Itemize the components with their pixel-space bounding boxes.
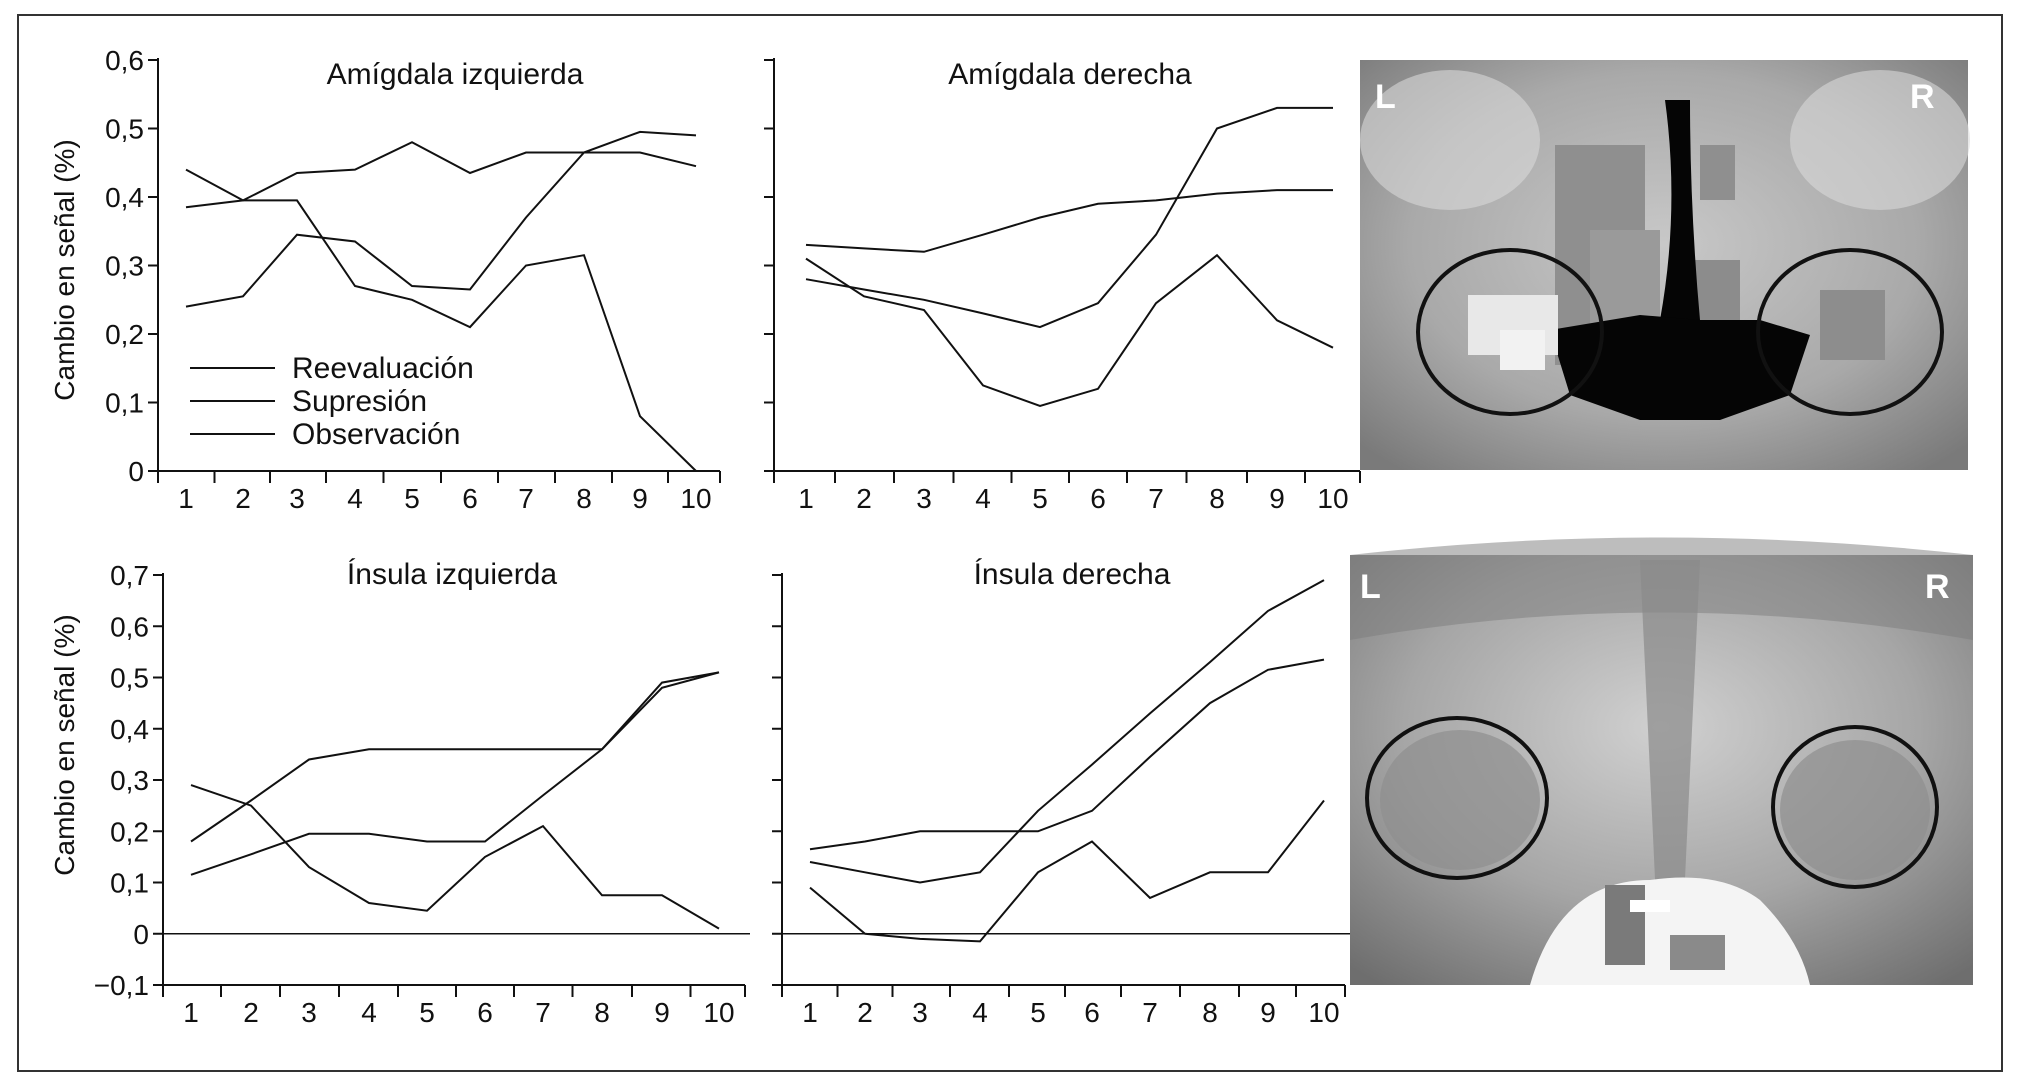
x-tick-label: 9 bbox=[632, 483, 648, 514]
roi-circle-right-amygdala bbox=[1756, 248, 1944, 416]
x-tick-label: 4 bbox=[347, 483, 363, 514]
x-tick-label: 3 bbox=[301, 997, 317, 1028]
legend-label: Reevaluación bbox=[292, 352, 474, 385]
series-line-1 bbox=[190, 671, 720, 843]
x-tick-label: 10 bbox=[1308, 997, 1339, 1028]
x-tick-label: 3 bbox=[916, 483, 932, 514]
y-tick-label: 0,2 bbox=[105, 319, 144, 350]
y-tick-label: 0 bbox=[128, 456, 144, 487]
x-tick-label: 8 bbox=[576, 483, 592, 514]
y-tick-label: 0,3 bbox=[105, 251, 144, 282]
x-tick-label: 6 bbox=[1090, 483, 1106, 514]
x-tick-label: 5 bbox=[419, 997, 435, 1028]
chart-amigdala-izquierda: Amígdala izquierda 0 0,1 0,2 0,3 0,4 0,5 0,6 1 2 3… bbox=[49, 45, 721, 514]
image-label-left: L bbox=[1360, 568, 1381, 606]
x-tick-label: 7 bbox=[535, 997, 551, 1028]
series-line-3 bbox=[805, 106, 1333, 329]
series-line-1 bbox=[805, 189, 1333, 253]
series-line-2 bbox=[190, 784, 720, 930]
x-tick-label: 1 bbox=[798, 483, 814, 514]
y-tick-label: 0,4 bbox=[110, 714, 149, 745]
chart-insula-izquierda: Ínsula izquierda −0,1 0 0,1 0,2 0,3 0,4 0,5 0,6 0… bbox=[49, 558, 750, 1028]
y-tick-label: 0,7 bbox=[110, 560, 149, 591]
x-tick-label: 10 bbox=[1317, 483, 1348, 514]
y-axis-label: Cambio en señal (%) bbox=[49, 139, 80, 400]
y-tick-label: 0,6 bbox=[105, 45, 144, 76]
legend-label: Supresión bbox=[292, 385, 427, 418]
x-tick-label: 7 bbox=[518, 483, 534, 514]
x-tick-label: 2 bbox=[243, 997, 259, 1028]
x-tick-label: 8 bbox=[1209, 483, 1225, 514]
series-line-2 bbox=[185, 168, 697, 472]
y-tick-label: 0,3 bbox=[110, 765, 149, 796]
x-tick-label: 1 bbox=[802, 997, 818, 1028]
x-tick-label: 5 bbox=[1030, 997, 1046, 1028]
y-tick-label: 0 bbox=[133, 919, 149, 950]
y-axis-label: Cambio en señal (%) bbox=[49, 614, 80, 875]
series-line-2 bbox=[805, 253, 1334, 407]
y-tick-label: −0,1 bbox=[94, 970, 149, 1001]
x-tick-label: 8 bbox=[594, 997, 610, 1028]
x-tick-label: 10 bbox=[703, 997, 734, 1028]
x-tick-label: 2 bbox=[235, 483, 251, 514]
y-tick-label: 0,1 bbox=[110, 868, 149, 899]
chart-title: Amígdala derecha bbox=[948, 58, 1192, 91]
y-tick-label: 0,2 bbox=[110, 816, 149, 847]
chart-title: Ínsula izquierda bbox=[347, 558, 557, 591]
x-tick-label: 4 bbox=[361, 997, 377, 1028]
series-line-2 bbox=[809, 579, 1325, 884]
x-tick-label: 5 bbox=[404, 483, 420, 514]
image-label-right: R bbox=[1925, 568, 1950, 606]
legend-label: Observación bbox=[292, 418, 460, 451]
y-tick-label: 0,5 bbox=[105, 114, 144, 145]
chart-title: Amígdala izquierda bbox=[327, 58, 584, 91]
x-tick-label: 2 bbox=[857, 997, 873, 1028]
roi-circle-left-insula bbox=[1365, 716, 1549, 880]
y-tick-label: 0,1 bbox=[105, 388, 144, 419]
y-tick-label: 0,5 bbox=[110, 663, 149, 694]
series-line-3 bbox=[190, 671, 720, 876]
x-tick-label: 8 bbox=[1202, 997, 1218, 1028]
image-label-left: L bbox=[1375, 78, 1396, 116]
x-tick-label: 4 bbox=[972, 997, 988, 1028]
x-tick-label: 6 bbox=[477, 997, 493, 1028]
roi-circle-right-insula bbox=[1771, 725, 1939, 889]
chart-amigdala-derecha: Amígdala derecha 1 2 3 4 5 6 7 8 9 10 bbox=[764, 58, 1361, 514]
series-line-1 bbox=[185, 130, 697, 209]
chart-title: Ínsula derecha bbox=[974, 558, 1171, 591]
x-tick-label: 9 bbox=[654, 997, 670, 1028]
series-line-1 bbox=[809, 658, 1325, 851]
x-tick-label: 4 bbox=[975, 483, 991, 514]
x-tick-label: 6 bbox=[1084, 997, 1100, 1028]
series-line-3 bbox=[809, 799, 1325, 943]
x-tick-label: 3 bbox=[289, 483, 305, 514]
x-tick-label: 2 bbox=[856, 483, 872, 514]
series-line-3 bbox=[185, 151, 697, 308]
x-tick-label: 9 bbox=[1269, 483, 1285, 514]
y-tick-label: 0,6 bbox=[110, 611, 149, 642]
image-label-right: R bbox=[1910, 78, 1935, 116]
x-tick-label: 5 bbox=[1032, 483, 1048, 514]
x-tick-label: 7 bbox=[1142, 997, 1158, 1028]
x-tick-label: 7 bbox=[1148, 483, 1164, 514]
x-tick-label: 1 bbox=[178, 483, 194, 514]
y-tick-label: 0,4 bbox=[105, 182, 144, 213]
x-tick-label: 3 bbox=[912, 997, 928, 1028]
brain-image-amygdala: L R bbox=[1360, 60, 1970, 470]
x-tick-label: 6 bbox=[462, 483, 478, 514]
x-tick-label: 10 bbox=[680, 483, 711, 514]
chart-insula-derecha: Ínsula derecha 1 2 3 4 5 6 7 8 9 10 bbox=[772, 558, 1350, 1028]
brain-image-insula: L R bbox=[1350, 537, 1973, 985]
roi-circle-left-amygdala bbox=[1416, 248, 1604, 416]
x-tick-label: 1 bbox=[183, 997, 199, 1028]
x-tick-label: 9 bbox=[1260, 997, 1276, 1028]
